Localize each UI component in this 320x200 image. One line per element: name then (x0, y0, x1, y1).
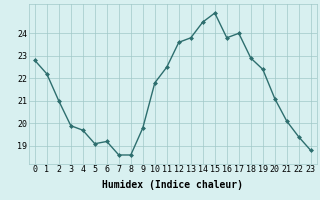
X-axis label: Humidex (Indice chaleur): Humidex (Indice chaleur) (102, 180, 243, 190)
